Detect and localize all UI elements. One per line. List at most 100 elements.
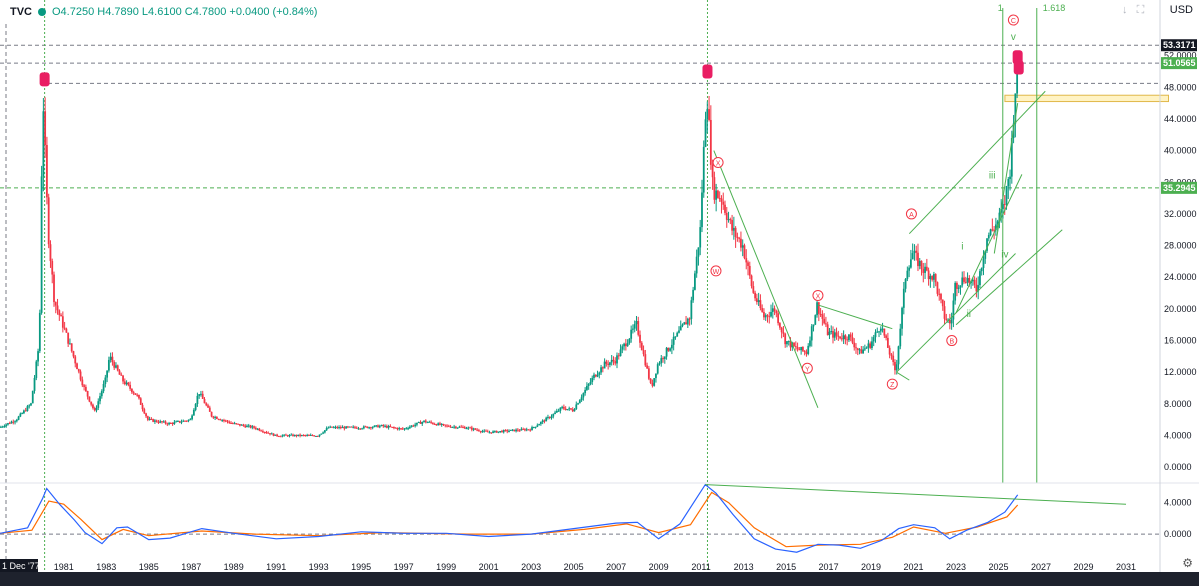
candle-body xyxy=(400,428,402,430)
symbol-name[interactable]: TVC xyxy=(10,6,32,18)
candle xyxy=(658,361,661,366)
candle-body xyxy=(58,310,61,316)
candle xyxy=(964,276,967,284)
candle xyxy=(826,321,829,336)
price-label-box: 53.3171 xyxy=(1161,39,1197,52)
time-tick-label: 2019 xyxy=(861,562,881,572)
candle xyxy=(557,408,560,412)
candle xyxy=(591,375,594,385)
candle-body xyxy=(453,426,456,428)
candle-body xyxy=(265,432,268,434)
candle xyxy=(825,316,827,328)
candle-body xyxy=(929,276,932,280)
candle xyxy=(401,427,404,430)
candle xyxy=(871,336,873,351)
candle xyxy=(732,216,735,240)
candle-body xyxy=(504,430,507,432)
candle xyxy=(890,352,893,360)
candle-body xyxy=(364,426,367,428)
trend-line xyxy=(993,103,1019,254)
candle xyxy=(437,422,440,426)
candle-body xyxy=(610,359,613,363)
candle-body xyxy=(258,428,261,431)
currency-label[interactable]: USD xyxy=(1169,4,1193,16)
candle xyxy=(299,433,301,438)
candle-body xyxy=(394,427,397,429)
candle-body xyxy=(718,197,721,199)
candle xyxy=(111,352,114,366)
candle-body xyxy=(580,397,583,401)
ohlc-low: L4.6100 xyxy=(141,6,182,18)
candle-body xyxy=(855,347,857,349)
candle xyxy=(881,322,884,333)
candle xyxy=(855,343,857,354)
candle xyxy=(205,402,208,407)
candle xyxy=(653,378,656,387)
toolbar-icons[interactable]: ↓ ⛶ xyxy=(1122,4,1145,16)
candle xyxy=(336,425,339,430)
candle-body xyxy=(833,332,836,338)
candle-body xyxy=(146,416,149,420)
candle-body xyxy=(95,407,98,411)
candle-body xyxy=(283,434,286,436)
candle-body xyxy=(405,428,408,430)
candle xyxy=(244,424,247,428)
candle xyxy=(734,226,737,248)
settings-gear-icon[interactable]: ⚙ xyxy=(1182,556,1193,570)
candle-body xyxy=(249,425,252,428)
candle-body xyxy=(860,349,863,354)
candle-body xyxy=(637,321,640,335)
candle-body xyxy=(256,428,259,430)
candle-body xyxy=(437,423,440,426)
candle xyxy=(251,424,254,430)
wave-circle xyxy=(710,265,722,277)
candle xyxy=(391,426,394,428)
candle-body xyxy=(300,435,303,437)
candle xyxy=(355,426,358,429)
candle xyxy=(95,405,98,413)
wave-label-circle: A xyxy=(905,208,917,220)
candle-body xyxy=(198,394,201,396)
candle-body xyxy=(253,426,255,428)
candle-body xyxy=(821,314,824,319)
candle-body xyxy=(370,427,372,429)
time-tick-label: 1993 xyxy=(309,562,329,572)
candle xyxy=(90,401,93,407)
wave-label-circle: C xyxy=(1007,14,1019,26)
candle-body xyxy=(752,286,755,293)
candle-body xyxy=(311,434,314,436)
candle xyxy=(502,429,505,434)
candle-body xyxy=(743,245,746,259)
candle-body xyxy=(74,356,77,364)
candle xyxy=(249,424,252,429)
candle xyxy=(755,293,758,305)
candle-body xyxy=(435,424,438,426)
candle-body xyxy=(541,420,544,422)
trend-line xyxy=(817,304,893,330)
candle xyxy=(449,424,452,428)
candle xyxy=(15,418,18,423)
candle xyxy=(40,165,43,315)
wave-label-circle: W xyxy=(710,265,722,277)
market-status-icon xyxy=(38,8,46,16)
candle-body xyxy=(771,308,774,313)
candle-body xyxy=(598,372,601,375)
candle xyxy=(715,183,718,212)
candle-body xyxy=(251,426,254,428)
candle xyxy=(722,192,725,210)
candle-body xyxy=(8,423,11,425)
candle-body xyxy=(433,423,436,425)
candle-body xyxy=(83,385,85,387)
candle-body xyxy=(564,408,567,410)
candle-body xyxy=(138,394,140,399)
candle-body xyxy=(892,355,895,363)
candle-body xyxy=(908,267,911,271)
candle-body xyxy=(357,428,360,430)
candle xyxy=(446,424,448,428)
candle xyxy=(704,111,707,148)
candle-body xyxy=(166,423,169,425)
candle-body xyxy=(54,302,57,306)
candle xyxy=(269,433,271,436)
candle xyxy=(764,313,767,321)
